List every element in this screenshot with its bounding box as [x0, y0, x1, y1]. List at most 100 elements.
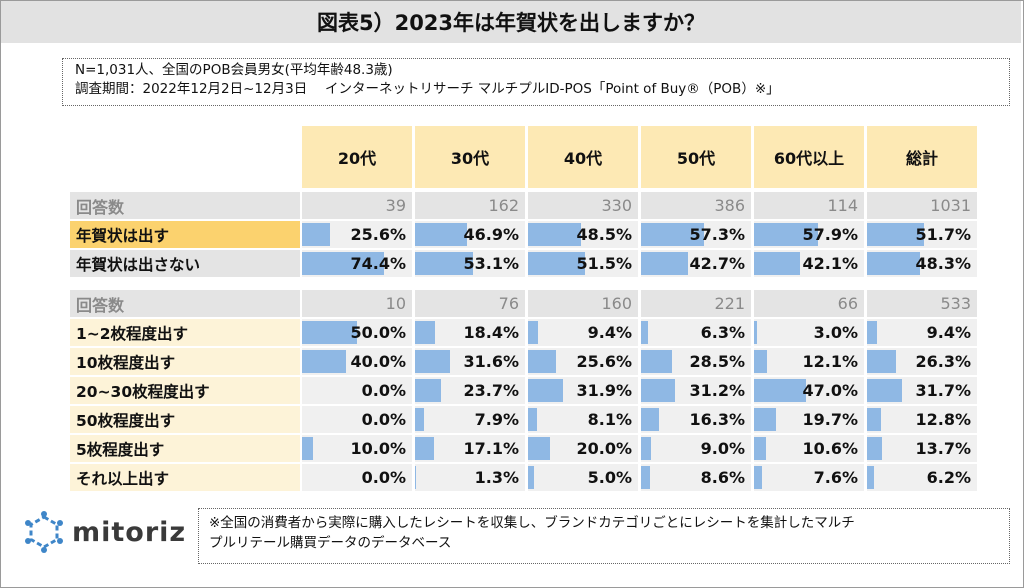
- bar-mark: [528, 379, 564, 402]
- data-cell: 8.1%: [528, 406, 638, 433]
- value-label: 31.7%: [915, 381, 971, 400]
- row-label: 50枚程度出す: [70, 406, 300, 433]
- data-cell: 48.3%: [867, 250, 977, 277]
- data-cell: 10.6%: [754, 435, 864, 462]
- bar-mark: [641, 379, 676, 402]
- column-header: 60代以上: [754, 126, 864, 188]
- data-cell: 48.5%: [528, 221, 638, 248]
- bar-mark: [641, 437, 651, 460]
- value-label: 19.7%: [802, 410, 858, 429]
- value-label: 47.0%: [802, 381, 858, 400]
- value-label: 57.3%: [689, 225, 745, 244]
- data-cell: 8.6%: [641, 464, 751, 491]
- bar-mark: [867, 321, 878, 344]
- bar-mark: [641, 252, 688, 275]
- data-cell: 50.0%: [302, 319, 412, 346]
- column-header: 40代: [528, 126, 638, 188]
- data-cell: 57.9%: [754, 221, 864, 248]
- value-label: 7.9%: [474, 410, 519, 429]
- row-label: 年賀状は出す: [70, 221, 300, 248]
- count-cell: 1031: [867, 192, 977, 219]
- data-cell: 23.7%: [415, 377, 525, 404]
- count-row-label: 回答数: [70, 192, 300, 219]
- column-header: 20代: [302, 126, 412, 188]
- value-label: 10.0%: [350, 439, 406, 458]
- value-label: 25.6%: [350, 225, 406, 244]
- data-cell: 57.3%: [641, 221, 751, 248]
- bar-mark: [528, 437, 550, 460]
- value-label: 8.1%: [587, 410, 632, 429]
- bar-mark: [754, 408, 776, 431]
- data-cell: 28.5%: [641, 348, 751, 375]
- bar-mark: [302, 223, 331, 246]
- value-label: 10.6%: [802, 439, 858, 458]
- row-label: 1~2枚程度出す: [70, 319, 300, 346]
- count-cell: 114: [754, 192, 864, 219]
- bar-mark: [641, 223, 705, 246]
- bar-mark: [867, 466, 874, 489]
- bar-mark: [528, 223, 582, 246]
- bar-mark: [867, 408, 882, 431]
- data-cell: 13.7%: [867, 435, 977, 462]
- value-label: 46.9%: [463, 225, 519, 244]
- survey-info-line1: N=1,031人、全国のPOB会員男女(平均年齢48.3歳): [75, 62, 393, 78]
- value-label: 0.0%: [361, 410, 406, 429]
- value-label: 26.3%: [915, 352, 971, 371]
- value-label: 74.4%: [350, 254, 406, 273]
- data-cell: 1.3%: [415, 464, 525, 491]
- value-label: 18.4%: [463, 323, 519, 342]
- data-cell: 53.1%: [415, 250, 525, 277]
- value-label: 25.6%: [576, 352, 632, 371]
- data-cell: 20.0%: [528, 435, 638, 462]
- data-cell: 31.7%: [867, 377, 977, 404]
- value-label: 9.4%: [587, 323, 632, 342]
- value-label: 40.0%: [350, 352, 406, 371]
- row-label: 20~30枚程度出す: [70, 377, 300, 404]
- row-label: 10枚程度出す: [70, 348, 300, 375]
- value-label: 6.3%: [700, 323, 745, 342]
- data-cell: 19.7%: [754, 406, 864, 433]
- data-cell: 12.1%: [754, 348, 864, 375]
- data-cell: 25.6%: [528, 348, 638, 375]
- row-label: それ以上出す: [70, 464, 300, 491]
- data-cell: 46.9%: [415, 221, 525, 248]
- bar-mark: [415, 321, 436, 344]
- column-header: 30代: [415, 126, 525, 188]
- bar-mark: [415, 437, 434, 460]
- data-cell: 74.4%: [302, 250, 412, 277]
- data-cell: 7.9%: [415, 406, 525, 433]
- bar-mark: [302, 437, 313, 460]
- data-cell: 26.3%: [867, 348, 977, 375]
- bar-mark: [641, 321, 648, 344]
- count-cell: 533: [867, 290, 977, 317]
- bar-mark: [641, 408, 659, 431]
- footnote-line2: プルリテール購買データのデータベース: [209, 535, 452, 551]
- value-label: 13.7%: [915, 439, 971, 458]
- bar-mark: [528, 321, 539, 344]
- value-label: 16.3%: [689, 410, 745, 429]
- footnote: ※全国の消費者から実際に購入したレシートを収集し、ブランドカテゴリごとにレシート…: [198, 508, 1010, 564]
- bar-mark: [867, 437, 883, 460]
- data-cell: 10.0%: [302, 435, 412, 462]
- value-label: 23.7%: [463, 381, 519, 400]
- data-cell: 9.0%: [641, 435, 751, 462]
- data-cell: 5.0%: [528, 464, 638, 491]
- data-cell: 42.1%: [754, 250, 864, 277]
- bar-mark: [754, 252, 801, 275]
- value-label: 7.6%: [813, 468, 858, 487]
- count-cell: 160: [528, 290, 638, 317]
- data-cell: 6.3%: [641, 319, 751, 346]
- column-header: 総計: [867, 126, 977, 188]
- value-label: 9.4%: [926, 323, 971, 342]
- count-cell: 76: [415, 290, 525, 317]
- count-cell: 39: [302, 192, 412, 219]
- data-cell: 42.7%: [641, 250, 751, 277]
- bar-mark: [302, 350, 346, 373]
- value-label: 57.9%: [802, 225, 858, 244]
- value-label: 0.0%: [361, 468, 406, 487]
- bar-mark: [302, 252, 384, 275]
- row-label: 5枚程度出す: [70, 435, 300, 462]
- value-label: 5.0%: [587, 468, 632, 487]
- bar-mark: [415, 350, 450, 373]
- value-label: 6.2%: [926, 468, 971, 487]
